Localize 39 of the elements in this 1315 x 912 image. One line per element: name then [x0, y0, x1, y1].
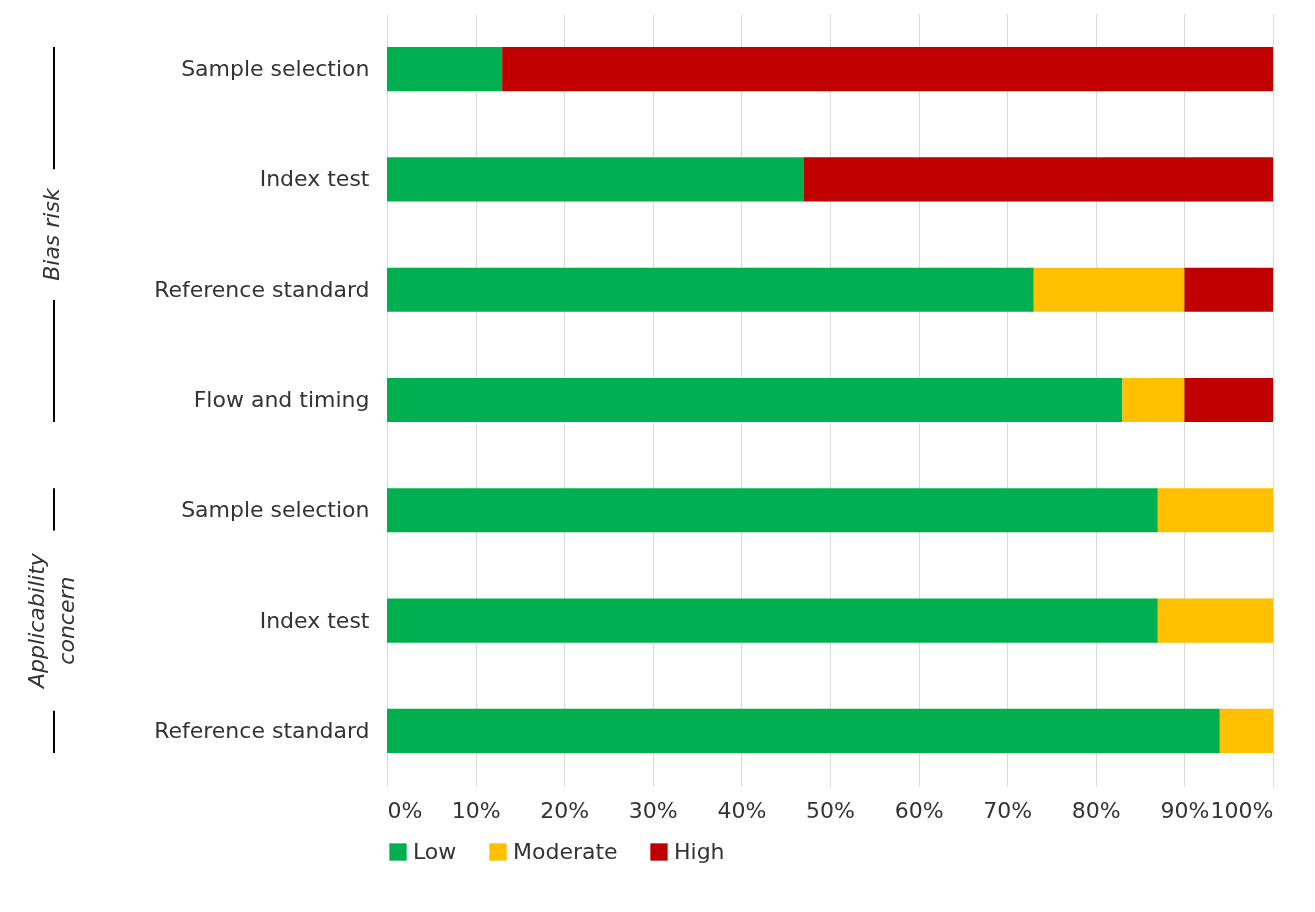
legend-label: Low — [413, 839, 457, 864]
bar — [387, 598, 1158, 643]
y-tick-label: Reference standard — [154, 717, 370, 743]
x-tick-label: 40% — [717, 797, 767, 823]
bar — [1184, 267, 1273, 312]
x-tick-label: 10% — [451, 797, 501, 823]
bar — [502, 47, 1273, 92]
x-tick-label: 90% — [1160, 797, 1210, 823]
x-tick-label: 0% — [387, 797, 423, 823]
bar — [1033, 267, 1185, 312]
text: Bias risk — [39, 187, 64, 281]
y-tick-label: Sample selection — [181, 56, 370, 82]
legend-label: High — [674, 839, 725, 864]
x-tick-label: 50% — [806, 797, 855, 823]
bar — [387, 47, 503, 92]
text: Applicability concern — [24, 552, 79, 690]
y-tick-label: Index test — [259, 166, 370, 192]
x-tick-label: 100% — [1210, 797, 1274, 823]
bar — [387, 267, 1034, 312]
bar — [387, 488, 1158, 533]
x-tick-label: 60% — [894, 797, 944, 823]
bar — [1184, 377, 1273, 423]
bar — [1157, 488, 1273, 533]
y-tick-label: Flow and timing — [193, 387, 370, 412]
x-tick-label: 70% — [983, 797, 1033, 823]
bar — [387, 377, 1123, 423]
bar — [387, 708, 1220, 753]
x-tick-label: 30% — [628, 797, 678, 823]
x-tick-label: 20% — [540, 797, 590, 823]
legend-label: Moderate — [513, 839, 618, 864]
bar — [1219, 708, 1273, 753]
y-tick-label: Index test — [259, 607, 370, 633]
bar — [1157, 598, 1273, 643]
bar — [803, 157, 1273, 202]
x-tick-label: 80% — [1071, 797, 1121, 823]
bar — [387, 157, 804, 202]
y-tick-label: Sample selection — [181, 497, 370, 523]
bar — [1122, 377, 1185, 423]
y-tick-label: Reference standard — [154, 276, 370, 302]
